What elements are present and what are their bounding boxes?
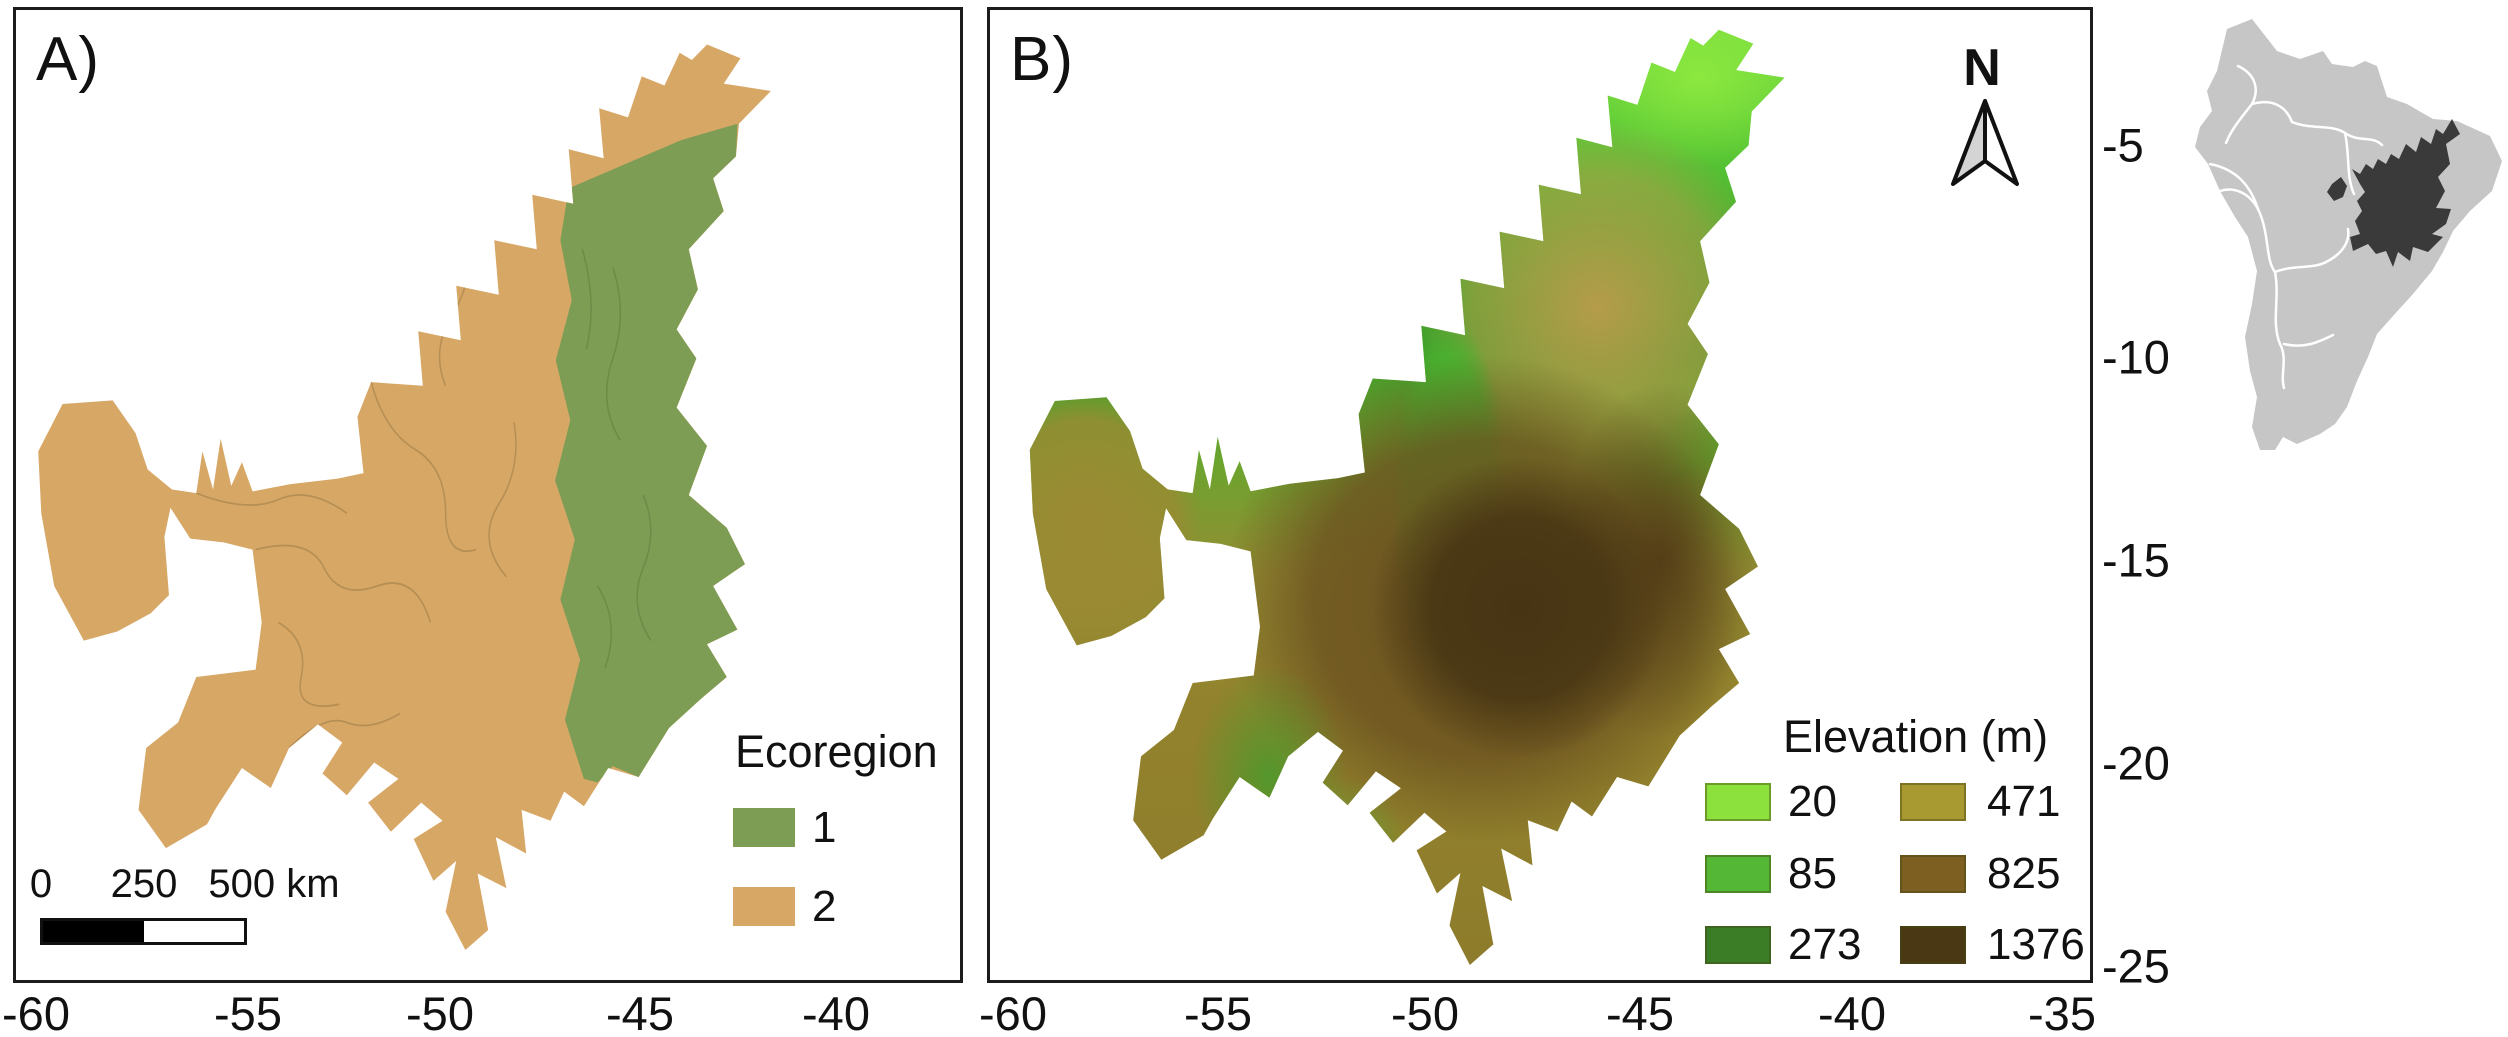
elevation-label-1376: 1376 bbox=[1987, 920, 2085, 969]
ecoregion-1-label: 1 bbox=[812, 803, 837, 852]
y-tick-15: -15 bbox=[2102, 533, 2170, 587]
y-tick-10: -10 bbox=[2102, 330, 2170, 384]
y-tick-25: -25 bbox=[2102, 939, 2170, 993]
scalebar bbox=[40, 918, 247, 945]
x-tick-a-45: -45 bbox=[606, 987, 674, 1037]
panel-b-elevation-map: B) N Elevation (m) 20 85 273 471 825 137… bbox=[987, 7, 2093, 983]
north-arrow-icon bbox=[1951, 99, 2019, 186]
cerrado-region-spur bbox=[2327, 177, 2347, 201]
x-tick-b-50: -50 bbox=[1391, 987, 1459, 1037]
elevation-swatch-273 bbox=[1705, 926, 1771, 964]
x-tick-b-60: -60 bbox=[979, 987, 1047, 1037]
scalebar-black-segment bbox=[43, 921, 144, 942]
x-tick-a-40: -40 bbox=[802, 987, 870, 1037]
y-tick-5: -5 bbox=[2102, 118, 2144, 172]
elevation-swatch-20 bbox=[1705, 783, 1771, 821]
panel-a-label: A) bbox=[36, 25, 100, 94]
ecoregion-map bbox=[38, 44, 771, 951]
elevation-label-273: 273 bbox=[1788, 920, 1862, 969]
scalebar-tick-250: 250 bbox=[110, 862, 178, 906]
x-tick-b-35: -35 bbox=[2028, 987, 2096, 1037]
scalebar-tick-0: 0 bbox=[29, 862, 53, 906]
panel-a-ecoregion-map: A) Ecoregion 1 2 0 250 500 km bbox=[13, 7, 963, 983]
cerrado-region-highlight bbox=[2350, 119, 2460, 267]
x-tick-b-55: -55 bbox=[1184, 987, 1252, 1037]
ecoregion-1-area bbox=[555, 123, 746, 783]
scalebar-tick-500km: 500 km bbox=[208, 862, 340, 906]
elevation-label-20: 20 bbox=[1788, 777, 1837, 826]
x-tick-b-45: -45 bbox=[1606, 987, 1674, 1037]
ecoregion-1-swatch bbox=[733, 808, 795, 847]
x-tick-a-50: -50 bbox=[406, 987, 474, 1037]
elevation-legend-title: Elevation (m) bbox=[1783, 711, 2049, 762]
scalebar-white-segment bbox=[143, 921, 244, 942]
south-america-inset-map bbox=[2195, 19, 2502, 450]
x-tick-a-60: -60 bbox=[2, 987, 70, 1037]
north-label: N bbox=[1963, 39, 2001, 97]
elevation-label-85: 85 bbox=[1788, 849, 1837, 898]
x-tick-a-55: -55 bbox=[214, 987, 282, 1037]
elevation-swatch-85 bbox=[1705, 855, 1771, 893]
ecoregion-2-swatch bbox=[733, 887, 795, 926]
elevation-map bbox=[1029, 29, 1785, 966]
y-tick-20: -20 bbox=[2102, 736, 2170, 790]
panel-b-label: B) bbox=[1010, 25, 1074, 94]
country-borders bbox=[2208, 64, 2384, 390]
elevation-raster-shading bbox=[1029, 29, 1785, 947]
elevation-label-471: 471 bbox=[1987, 777, 2061, 826]
elevation-label-825: 825 bbox=[1987, 849, 2061, 898]
subregion-boundaries-green bbox=[581, 249, 652, 669]
elevation-swatch-471 bbox=[1900, 783, 1966, 821]
ecoregion-legend-title: Ecoregion bbox=[735, 726, 938, 777]
elevation-swatch-1376 bbox=[1900, 926, 1966, 964]
elevation-swatch-825 bbox=[1900, 855, 1966, 893]
ecoregion-2-label: 2 bbox=[812, 882, 837, 931]
x-tick-b-40: -40 bbox=[1818, 987, 1886, 1037]
